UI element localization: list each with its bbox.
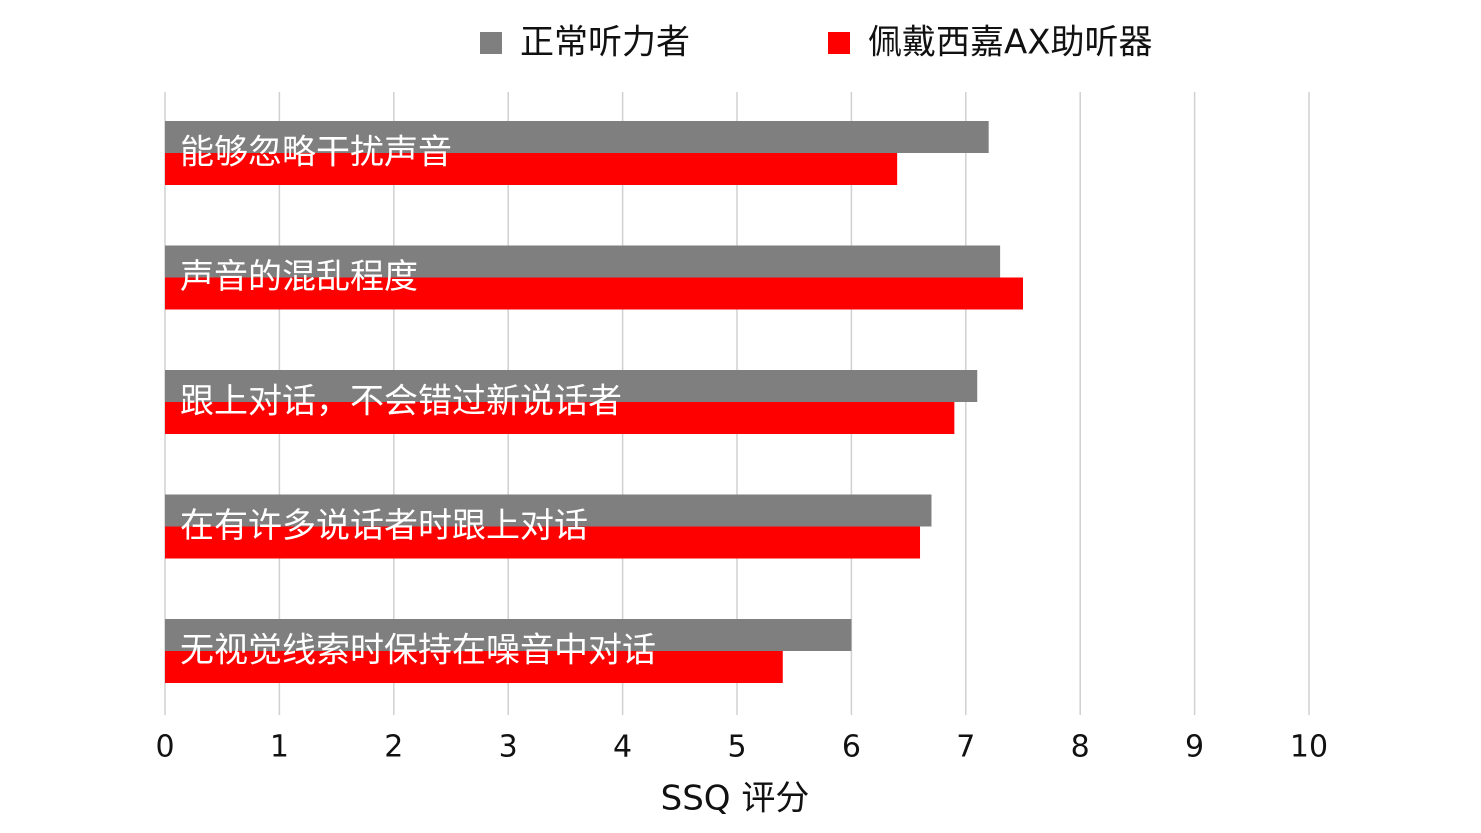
bar (165, 619, 852, 651)
bar (165, 370, 978, 402)
x-tick-label: 2 (384, 730, 403, 765)
bar (165, 153, 898, 185)
x-tick-label: 1 (270, 730, 289, 765)
bar (165, 526, 921, 559)
x-tick-label: 7 (956, 730, 975, 765)
bar (165, 402, 955, 434)
x-tick-label: 8 (1071, 730, 1090, 765)
x-tick-label: 5 (727, 730, 746, 765)
bar (165, 651, 783, 683)
x-tick-label: 6 (842, 730, 861, 765)
bar (165, 277, 1023, 310)
x-tick-label: 10 (1290, 730, 1328, 765)
bar (165, 121, 989, 153)
x-tick-label: 3 (499, 730, 518, 765)
category-label: 能够忽略干扰声音 (180, 133, 452, 173)
category-label: 在有许多说话者时跟上对话 (180, 506, 588, 546)
category-label: 跟上对话，不会错过新说话者 (180, 382, 622, 422)
x-tick-label: 9 (1185, 730, 1204, 765)
bar (165, 494, 932, 527)
x-tick-label: 0 (155, 730, 174, 765)
category-label: 无视觉线索时保持在噪音中对话 (180, 631, 656, 671)
legend-label: 正常听力者 (520, 23, 690, 63)
bar (165, 245, 1001, 278)
legend-marker (480, 32, 502, 54)
x-tick-label: 4 (613, 730, 632, 765)
legend-marker (828, 32, 850, 54)
legend-label: 佩戴西嘉AX助听器 (868, 23, 1153, 63)
category-label: 声音的混乱程度 (180, 257, 418, 297)
x-axis-title: SSQ 评分 (661, 779, 810, 819)
